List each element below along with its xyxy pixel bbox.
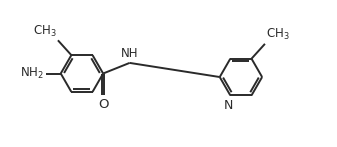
Text: NH$_2$: NH$_2$ [20,66,44,81]
Text: O: O [98,98,109,111]
Text: CH$_3$: CH$_3$ [33,24,57,39]
Text: CH$_3$: CH$_3$ [266,27,290,42]
Text: N: N [224,99,234,112]
Text: NH: NH [121,47,139,60]
